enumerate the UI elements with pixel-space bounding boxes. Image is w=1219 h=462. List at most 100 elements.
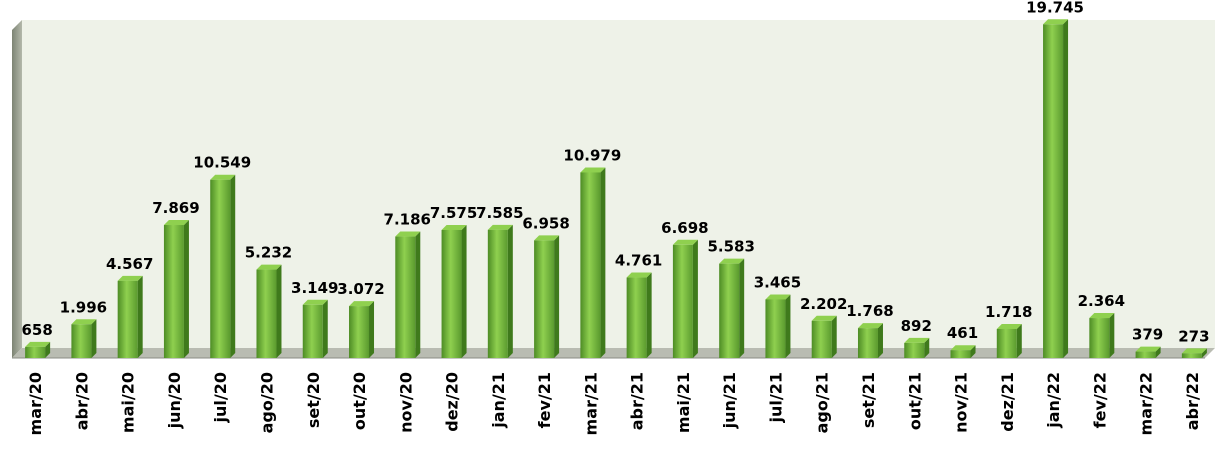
bar-front	[256, 269, 277, 358]
x-tick-label: fev/21	[535, 372, 554, 428]
bar-front	[441, 229, 462, 358]
bar-side	[230, 174, 236, 358]
data-label: 7.575	[430, 204, 477, 222]
bar-front	[996, 328, 1017, 358]
x-tick-label: out/20	[350, 372, 369, 430]
bar-top	[210, 174, 236, 180]
bar-top	[1043, 19, 1069, 25]
bar-side	[831, 315, 837, 358]
bar-front	[117, 280, 138, 358]
data-label: 7.585	[476, 204, 523, 222]
bar-side	[1155, 346, 1161, 358]
x-tick-label: set/20	[304, 372, 323, 428]
bar-top	[672, 239, 698, 245]
bar-top	[117, 275, 143, 281]
bar-front	[25, 346, 46, 358]
bar-front	[950, 350, 971, 358]
x-tick-label: jul/20	[211, 372, 230, 423]
bar-top	[580, 167, 606, 173]
bar-front	[1135, 351, 1156, 358]
bar-side	[739, 258, 745, 358]
bar-side	[877, 323, 883, 358]
bar-top	[811, 315, 837, 321]
bar-side	[692, 239, 698, 358]
bar-front	[626, 277, 647, 358]
bar-side	[924, 337, 930, 358]
bar	[163, 220, 189, 358]
bar-top	[904, 337, 930, 343]
bar-top	[349, 301, 375, 307]
bar-side	[646, 272, 652, 358]
bar-side	[137, 275, 143, 358]
bar-front	[71, 324, 92, 358]
data-label: 4.567	[106, 255, 153, 273]
x-tick-label: ago/20	[257, 372, 276, 433]
data-label: 3.072	[337, 280, 384, 298]
bar-top	[765, 294, 791, 300]
plot-backdrop	[12, 20, 1215, 359]
bar-front	[672, 244, 693, 358]
bar	[349, 301, 375, 358]
bar-side	[369, 301, 375, 358]
bar	[1043, 19, 1069, 358]
bar	[1089, 313, 1115, 358]
bar-front	[1043, 24, 1064, 358]
bar-top	[71, 319, 97, 325]
data-label: 10.549	[193, 154, 251, 172]
x-tick-label: dez/20	[443, 372, 462, 432]
bar	[857, 323, 883, 358]
data-label: 379	[1132, 326, 1163, 344]
bar-top	[256, 264, 282, 270]
x-tick-label: nov/21	[952, 372, 971, 433]
x-tick-label: jan/21	[489, 372, 508, 429]
bar	[996, 323, 1022, 358]
bar	[302, 299, 328, 358]
bar-side	[785, 294, 791, 358]
bar	[950, 345, 976, 358]
data-label: 19.745	[1026, 0, 1084, 16]
bar-front	[163, 225, 184, 358]
bar	[534, 235, 560, 358]
bar-side	[1201, 348, 1207, 358]
bar-top	[950, 345, 976, 351]
bar-front	[904, 342, 925, 358]
data-label: 3.149	[291, 279, 338, 297]
bar-front	[395, 236, 416, 358]
bar	[395, 231, 421, 358]
bar	[626, 272, 652, 358]
x-tick-label: set/21	[859, 372, 878, 428]
data-label: 4.761	[615, 252, 662, 270]
bar	[487, 224, 513, 358]
bar-top	[1135, 346, 1161, 352]
x-tick-label: out/21	[905, 372, 924, 430]
bar-side	[415, 231, 421, 358]
bar-side	[1063, 19, 1069, 358]
bar	[210, 174, 236, 358]
bar-top	[534, 235, 560, 241]
x-tick-labels-group: mar/20 abr/20 mai/20 jun/20 jul/20 ago/20 set/…	[26, 372, 1202, 435]
x-tick-label: mar/22	[1137, 372, 1156, 435]
bar-side	[1109, 313, 1115, 358]
bar-front	[302, 304, 323, 358]
bar-top	[302, 299, 328, 305]
x-tick-label: mai/20	[119, 372, 138, 433]
bar	[765, 294, 791, 358]
bar-front	[1089, 318, 1110, 358]
x-tick-label: mai/21	[674, 372, 693, 433]
bar-top	[719, 258, 745, 264]
x-tick-label: dez/21	[998, 372, 1017, 432]
bar-side	[91, 319, 97, 358]
bar-top	[996, 323, 1022, 329]
bar-side	[554, 235, 560, 358]
x-tick-label: jun/20	[165, 372, 184, 429]
bars-group	[25, 19, 1207, 358]
bar	[117, 275, 143, 358]
x-tick-label: abr/20	[72, 372, 91, 430]
bar	[672, 239, 698, 358]
x-tick-label: ago/21	[813, 372, 832, 433]
bar	[25, 341, 51, 358]
data-label: 3.465	[754, 273, 801, 291]
bar-side	[183, 220, 189, 358]
bar-side	[322, 299, 328, 358]
